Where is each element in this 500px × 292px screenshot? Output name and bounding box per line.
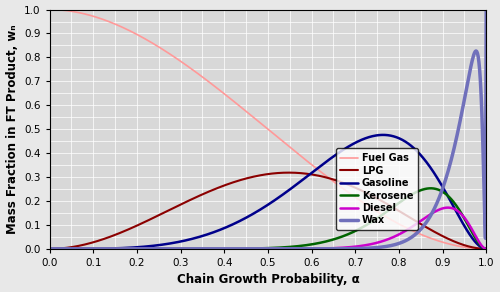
LPG <box>286 171 292 174</box>
Kerosene <box>376 216 382 219</box>
Line: LPG: LPG <box>50 173 486 249</box>
Diesel <box>338 246 344 250</box>
Fuel Gas <box>46 8 52 11</box>
Diesel <box>304 247 310 251</box>
Kerosene <box>483 247 489 251</box>
Fuel Gas <box>304 159 310 163</box>
Fuel Gas <box>124 28 130 31</box>
Wax <box>159 247 165 251</box>
Wax <box>483 8 489 11</box>
Wax <box>124 247 130 251</box>
LPG <box>159 212 165 215</box>
Gasoline <box>483 247 489 251</box>
LPG <box>339 180 345 184</box>
Kerosene <box>338 235 344 239</box>
Fuel Gas <box>338 185 344 189</box>
Wax <box>46 247 52 251</box>
LPG <box>304 172 310 175</box>
Kerosene <box>304 243 310 247</box>
Diesel <box>444 206 450 209</box>
Gasoline <box>304 175 310 178</box>
LPG <box>124 228 130 232</box>
Gasoline <box>338 150 344 153</box>
LPG <box>46 247 52 251</box>
Gasoline <box>376 133 382 137</box>
Line: Diesel: Diesel <box>50 208 486 249</box>
LPG <box>483 247 489 251</box>
Fuel Gas <box>483 247 489 251</box>
Diesel <box>124 247 130 251</box>
LPG <box>244 176 250 180</box>
Diesel <box>376 241 382 244</box>
LPG <box>376 198 382 201</box>
Line: Kerosene: Kerosene <box>50 188 486 249</box>
Legend: Fuel Gas, LPG, Gasoline, Kerosene, Diesel, Wax: Fuel Gas, LPG, Gasoline, Kerosene, Diese… <box>336 148 418 230</box>
Kerosene <box>428 187 434 190</box>
Diesel <box>46 247 52 251</box>
Fuel Gas <box>244 110 250 114</box>
Line: Wax: Wax <box>50 10 486 249</box>
X-axis label: Chain Growth Probability, α: Chain Growth Probability, α <box>176 273 360 286</box>
Kerosene <box>244 247 250 250</box>
Line: Gasoline: Gasoline <box>50 135 486 249</box>
Kerosene <box>124 247 130 251</box>
Kerosene <box>46 247 52 251</box>
Gasoline <box>46 247 52 251</box>
Fuel Gas <box>376 211 382 214</box>
Fuel Gas <box>159 47 165 51</box>
Diesel <box>483 247 489 251</box>
Gasoline <box>244 215 250 219</box>
Wax <box>376 246 382 249</box>
Wax <box>338 247 344 251</box>
Y-axis label: Mass Fraction in FT Product, wₙ: Mass Fraction in FT Product, wₙ <box>6 25 18 234</box>
Wax <box>304 247 310 251</box>
Kerosene <box>159 247 165 251</box>
Gasoline <box>380 133 386 137</box>
Line: Fuel Gas: Fuel Gas <box>50 10 486 249</box>
Diesel <box>159 247 165 251</box>
Gasoline <box>159 243 165 246</box>
Diesel <box>244 247 250 251</box>
Wax <box>244 247 250 251</box>
Gasoline <box>124 246 130 250</box>
